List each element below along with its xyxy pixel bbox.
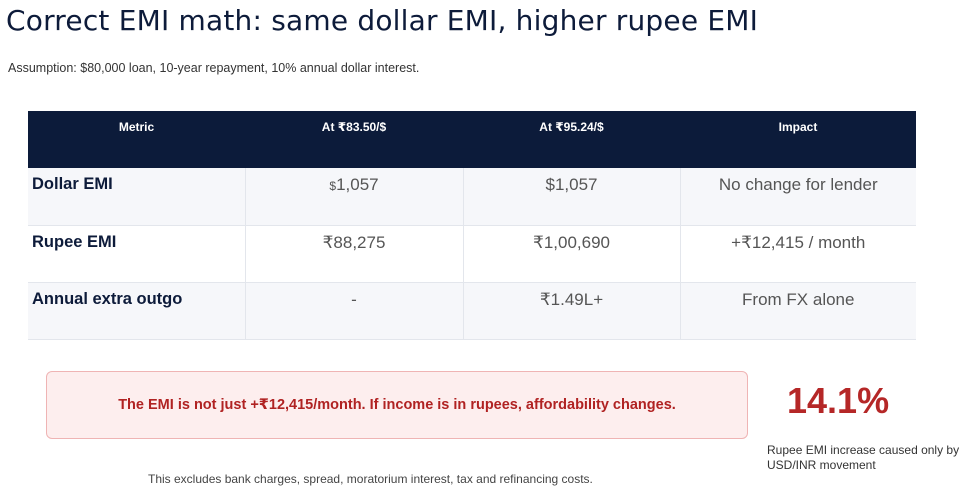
metric-cell: Dollar EMI (28, 168, 246, 226)
affordability-alert: The EMI is not just +₹12,415/month. If i… (46, 371, 748, 439)
value-cell: ₹1,00,690 (463, 225, 681, 283)
value-cell: ₹1.49L+ (463, 282, 681, 340)
stat-caption: Rupee EMI increase caused only by USD/IN… (767, 443, 960, 472)
impact-cell: From FX alone (680, 282, 916, 340)
table-row: Dollar EMI $1,057 $1,057 No change for l… (28, 168, 916, 226)
header-at-83-50: At ₹83.50/$ (245, 111, 463, 168)
header-at-95-24: At ₹95.24/$ (463, 111, 680, 168)
metric-cell: Rupee EMI (28, 225, 246, 283)
emi-comparison-table: Metric At ₹83.50/$ At ₹95.24/$ Impact Do… (28, 111, 916, 340)
value-cell: ₹88,275 (245, 225, 464, 283)
footnote: This excludes bank charges, spread, mora… (148, 472, 593, 486)
table-header-row: Metric At ₹83.50/$ At ₹95.24/$ Impact (28, 111, 916, 168)
value-text: 1,057 (336, 175, 379, 194)
header-metric: Metric (28, 111, 245, 168)
value-cell: $1,057 (245, 168, 464, 226)
table-row: Rupee EMI ₹88,275 ₹1,00,690 +₹12,415 / m… (28, 225, 916, 283)
impact-cell: +₹12,415 / month (680, 225, 916, 283)
table-row: Annual extra outgo - ₹1.49L+ From FX alo… (28, 282, 916, 340)
value-cell: - (245, 282, 464, 340)
stat-value: 14.1% (787, 380, 890, 421)
metric-cell: Annual extra outgo (28, 282, 246, 340)
value-cell: $1,057 (463, 168, 681, 226)
impact-cell: No change for lender (680, 168, 916, 226)
alert-text: The EMI is not just +₹12,415/month. If i… (118, 397, 676, 413)
currency-prefix: $ (329, 179, 337, 193)
header-impact: Impact (680, 111, 916, 168)
page-title: Correct EMI math: same dollar EMI, highe… (6, 4, 759, 37)
assumption-text: Assumption: $80,000 loan, 10-year repaym… (8, 61, 420, 75)
